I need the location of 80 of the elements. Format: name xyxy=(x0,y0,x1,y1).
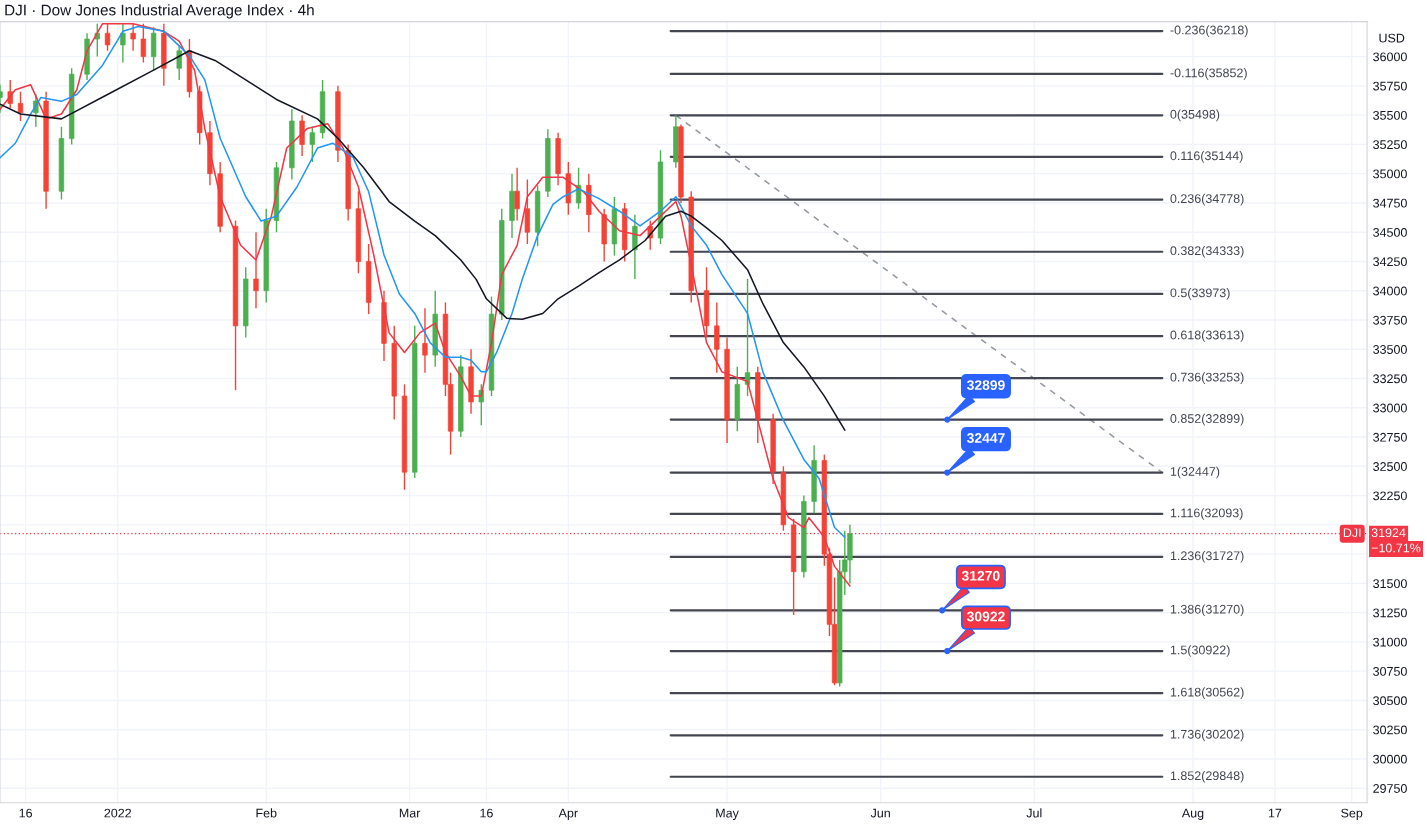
chart-title: DJI · Dow Jones Industrial Average Index · 4h xyxy=(5,4,314,19)
candlestick xyxy=(130,23,136,52)
series-label: 1.236(31727) xyxy=(1170,550,1244,563)
candlestick xyxy=(104,23,111,52)
x-tick-label: Apr xyxy=(558,808,578,820)
candlestick xyxy=(514,167,520,222)
series-label: 1(32447) xyxy=(1170,466,1220,479)
y-tick-label: 32250 xyxy=(1373,491,1407,501)
y-tick-label: 32500 xyxy=(1373,462,1407,471)
y-tick-label: 31500 xyxy=(1373,579,1407,589)
series-label: 0.5(33973) xyxy=(1170,288,1230,300)
series-label: -0.236(36218) xyxy=(1170,25,1248,37)
ref-line-label: DJI xyxy=(1343,528,1361,538)
y-tick-label: 34000 xyxy=(1373,286,1407,296)
series-label: 0.236(34778) xyxy=(1170,193,1244,206)
candlestick xyxy=(299,114,305,157)
y-tick-label: 32750 xyxy=(1373,432,1407,442)
y-tick-label: 35750 xyxy=(1373,81,1407,91)
y-tick-label: 34500 xyxy=(1373,228,1407,237)
candlestick xyxy=(632,213,638,280)
candlestick xyxy=(253,231,259,309)
candlestick xyxy=(714,301,720,374)
x-tick-label: Mar xyxy=(399,808,421,818)
candlestick xyxy=(524,178,531,245)
annotation: 30922 xyxy=(966,611,1005,622)
y-tick-label: 31000 xyxy=(1373,637,1407,647)
y-tick-label: 36000 xyxy=(1373,52,1407,62)
series-label: 1.618(30562) xyxy=(1170,687,1244,699)
series-label: 0.618(33613) xyxy=(1170,330,1244,342)
y-tick-label: 30750 xyxy=(1373,666,1407,676)
annotation: 32447 xyxy=(966,433,1005,443)
x-tick-label: 16 xyxy=(480,808,493,818)
text: 31924 xyxy=(1371,528,1406,538)
series-label: 0(35498) xyxy=(1170,109,1220,122)
y-axis-title: USD xyxy=(1379,33,1405,43)
series-label: 1.5(30922) xyxy=(1170,645,1230,657)
candlestick xyxy=(575,167,582,210)
text: −10.71% xyxy=(1371,543,1421,553)
series-label: 0.852(32899) xyxy=(1170,413,1244,426)
series-label: 0.736(33253) xyxy=(1170,372,1244,384)
annotation: 31270 xyxy=(961,570,1000,581)
y-tick-label: 35500 xyxy=(1373,110,1407,120)
candlestick xyxy=(120,23,126,64)
y-tick-label: 30000 xyxy=(1373,754,1407,764)
y-tick-label: 30500 xyxy=(1373,696,1407,706)
candlestick xyxy=(309,126,315,163)
y-tick-label: 31250 xyxy=(1373,608,1407,618)
y-tick-label: 34250 xyxy=(1373,257,1407,267)
line-series xyxy=(0,49,846,431)
y-tick-label: 30250 xyxy=(1373,725,1407,735)
x-tick-label: 17 xyxy=(1268,808,1282,818)
candlestick xyxy=(150,26,157,72)
candlestick xyxy=(94,23,100,58)
y-tick-label: 33500 xyxy=(1373,345,1407,354)
x-tick-label: Jun xyxy=(870,808,890,818)
x-tick-label: May xyxy=(716,808,739,820)
x-tick-label: Aug xyxy=(1181,808,1204,820)
series-label: 1.852(29848) xyxy=(1170,770,1244,783)
y-tick-label: 34750 xyxy=(1373,198,1407,208)
series-label: 1.386(31270) xyxy=(1170,604,1244,617)
x-tick-label: Sep xyxy=(1341,808,1363,820)
y-tick-label: 35250 xyxy=(1373,140,1407,150)
series-label: 0.382(34333) xyxy=(1170,245,1244,258)
series-label: 1.736(30202) xyxy=(1170,729,1244,742)
candlestick xyxy=(17,91,24,122)
y-tick-label: 33750 xyxy=(1373,315,1407,325)
x-tick-label: Feb xyxy=(256,808,277,818)
candlestick xyxy=(140,23,147,64)
y-tick-label: 33000 xyxy=(1373,403,1407,413)
series-label: -0.116(35852) xyxy=(1170,68,1247,80)
candlestick xyxy=(422,307,428,374)
y-tick-label: 35000 xyxy=(1373,169,1407,179)
x-tick-label: 16 xyxy=(19,808,32,818)
x-tick-label: 2022 xyxy=(104,808,132,818)
x-tick-label: Jul xyxy=(1026,808,1042,818)
series-label: 0.116(35144) xyxy=(1170,150,1243,163)
y-tick-label: 33250 xyxy=(1373,374,1407,384)
series-label: 1.116(32093) xyxy=(1170,508,1243,520)
y-tick-label: 29750 xyxy=(1373,784,1407,793)
annotation: 32899 xyxy=(966,380,1005,391)
